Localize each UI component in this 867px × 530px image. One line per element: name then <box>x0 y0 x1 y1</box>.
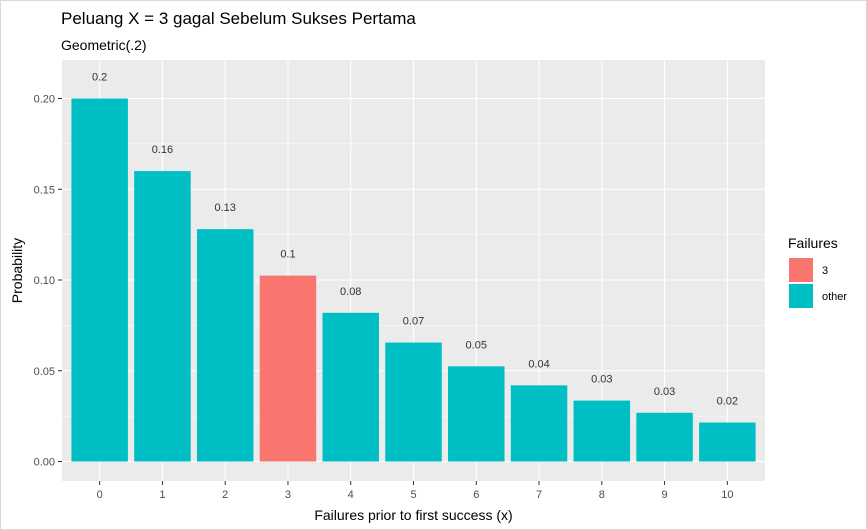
bar-4 <box>322 312 379 462</box>
legend-title: Failures <box>788 235 838 251</box>
bar-2 <box>196 229 254 462</box>
data-label-8: 0.03 <box>591 374 612 386</box>
legend-key-3 <box>789 258 813 282</box>
bar-7 <box>510 385 568 462</box>
y-tick-label: 0.05 <box>34 366 55 378</box>
bars <box>71 98 756 462</box>
y-tick-label: 0.00 <box>34 457 55 469</box>
data-label-6: 0.05 <box>466 339 487 351</box>
data-label-4: 0.08 <box>340 286 361 298</box>
y-tick-label: 0.20 <box>34 94 55 106</box>
x-tick-label: 9 <box>662 489 668 501</box>
data-labels: 0.2 0.16 0.13 0.1 0.08 0.07 0.05 0.04 0.03 0.03 0.… <box>92 72 738 408</box>
data-label-2: 0.13 <box>214 202 235 214</box>
bar-0 <box>71 98 128 462</box>
x-tick-label: 3 <box>285 489 291 501</box>
y-tick-label: 0.15 <box>34 184 55 196</box>
data-label-9: 0.03 <box>654 386 675 398</box>
data-label-3: 0.1 <box>280 249 295 261</box>
data-label-5: 0.07 <box>403 316 424 328</box>
data-label-0: 0.2 <box>92 72 107 84</box>
x-axis-ticks: 0 1 2 3 4 5 6 7 8 9 10 <box>97 481 733 501</box>
x-axis-title: Failures prior to first success (x) <box>314 507 512 523</box>
bar-6 <box>448 366 505 462</box>
y-axis-ticks: 0.00 0.05 0.10 0.15 0.20 <box>34 94 62 469</box>
y-tick-label: 0.10 <box>34 275 55 287</box>
x-tick-label: 2 <box>222 489 228 501</box>
legend-label-3: 3 <box>822 265 828 277</box>
bar-8 <box>573 400 631 462</box>
x-tick-label: 7 <box>536 489 542 501</box>
bar-10 <box>699 422 756 462</box>
bar-3 <box>259 275 317 462</box>
data-label-10: 0.02 <box>717 396 738 408</box>
x-tick-label: 10 <box>721 489 733 501</box>
chart-title: Peluang X = 3 gagal Sebelum Sukses Perta… <box>61 9 416 28</box>
bar-5 <box>385 342 442 462</box>
data-label-7: 0.04 <box>528 358 549 370</box>
legend-key-other <box>789 284 813 308</box>
x-tick-label: 0 <box>97 489 103 501</box>
bar-1 <box>134 171 191 462</box>
x-tick-label: 1 <box>159 489 165 501</box>
y-axis-title: Probability <box>9 238 25 303</box>
data-label-1: 0.16 <box>152 144 173 156</box>
legend-label-other: other <box>822 291 847 303</box>
x-tick-label: 8 <box>599 489 605 501</box>
bar-9 <box>636 412 693 462</box>
x-tick-label: 4 <box>348 489 354 501</box>
legend: Failures 3 other <box>788 235 847 308</box>
x-tick-label: 6 <box>473 489 479 501</box>
x-tick-label: 5 <box>410 489 416 501</box>
chart-subtitle: Geometric(.2) <box>61 37 147 53</box>
